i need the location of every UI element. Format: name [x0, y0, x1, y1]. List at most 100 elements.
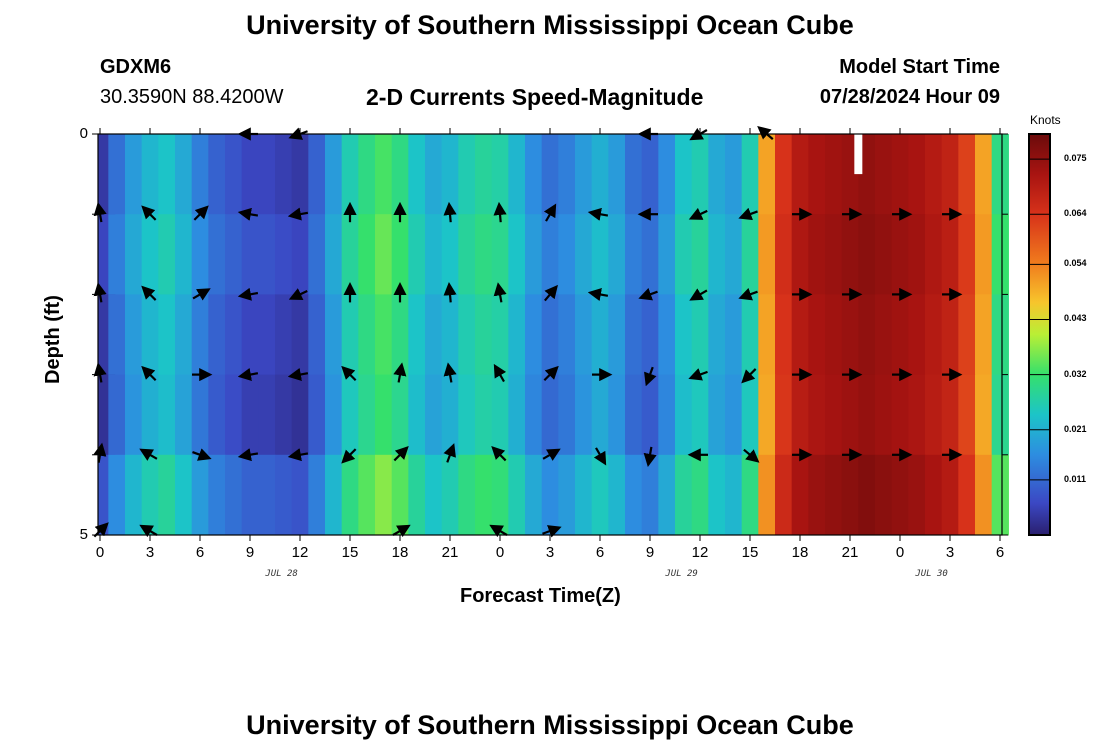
heatmap-cell — [625, 294, 643, 376]
heatmap-cell — [775, 294, 793, 376]
x-tick-label: 15 — [741, 544, 759, 561]
heatmap-cell — [875, 294, 893, 376]
heatmap-cell — [641, 374, 659, 456]
heatmap-cell — [558, 134, 576, 215]
x-tick-label: 9 — [245, 544, 255, 561]
heatmap-cell — [291, 294, 309, 376]
current-arrow — [93, 442, 107, 463]
heatmap-cell — [358, 454, 376, 536]
heatmap-cell — [591, 294, 609, 376]
heatmap-cell — [791, 374, 809, 456]
current-arrow — [543, 203, 557, 222]
heatmap-cell — [908, 294, 926, 376]
heatmap-cell — [541, 214, 559, 295]
current-arrow — [443, 362, 457, 383]
heatmap-cell — [475, 294, 493, 376]
heatmap-cell — [408, 374, 426, 456]
heatmap-cell — [675, 134, 693, 215]
current-arrow — [544, 284, 558, 302]
heatmap-cell — [291, 134, 309, 215]
heatmap-cell — [325, 454, 343, 536]
current-arrow — [738, 287, 758, 301]
current-arrow — [542, 448, 561, 461]
heatmap-cell — [325, 134, 343, 215]
heatmap-cell — [358, 374, 376, 456]
heatmap-cell — [108, 214, 126, 295]
current-arrow — [638, 287, 658, 301]
heatmap-cell — [358, 294, 376, 376]
heatmap-cell — [891, 374, 909, 456]
heatmap-cell — [208, 214, 226, 295]
heatmap-cell — [108, 374, 126, 456]
current-arrow — [141, 365, 157, 382]
heatmap-cell — [425, 454, 443, 536]
heatmap-cell — [341, 454, 359, 536]
heatmap-cell — [741, 134, 759, 215]
current-arrow — [193, 205, 209, 221]
heatmap-cell — [625, 214, 643, 295]
heatmap-cell — [258, 454, 276, 536]
current-arrow — [192, 288, 211, 301]
current-arrow — [287, 448, 309, 462]
current-arrow — [741, 368, 757, 384]
heatmap-cell — [491, 374, 509, 456]
heatmap-cell — [891, 134, 909, 215]
heatmap-cell — [541, 374, 559, 456]
heatmap-cell — [125, 374, 143, 456]
heatmap-cell — [408, 134, 426, 215]
heatmap-cell — [408, 294, 426, 376]
heatmap-cell — [575, 214, 593, 295]
heatmap-cell — [141, 374, 159, 456]
heatmap-cell — [458, 454, 476, 536]
x-tick-label: 6 — [195, 544, 205, 561]
current-arrow — [644, 366, 657, 387]
heatmap-cell — [208, 294, 226, 376]
current-arrow — [489, 524, 508, 538]
heatmap-cell — [958, 454, 976, 536]
heatmap-cell — [925, 214, 943, 295]
current-arrow — [443, 282, 457, 303]
y-tick-label: 5 — [79, 526, 88, 543]
heatmap-cell — [291, 214, 309, 295]
x-tick-label: 18 — [791, 544, 809, 561]
heatmap-cell — [208, 374, 226, 456]
heatmap-cell — [658, 294, 676, 376]
current-arrow — [192, 448, 212, 461]
heatmap-cell — [908, 214, 926, 295]
heatmap-cell — [275, 214, 293, 295]
heatmap-cell — [641, 134, 659, 215]
current-arrow — [393, 362, 407, 383]
heatmap-cell — [625, 374, 643, 456]
heatmap-cell — [775, 374, 793, 456]
heatmap-cell — [458, 294, 476, 376]
current-arrow — [393, 446, 409, 462]
current-arrow — [141, 205, 157, 221]
heatmap-cell — [808, 374, 826, 456]
heatmap-cell — [725, 374, 743, 456]
heatmap-cell — [458, 214, 476, 295]
heatmap-cell — [675, 374, 693, 456]
heatmap-cell — [391, 374, 409, 456]
heatmap-cell — [708, 374, 726, 456]
station-coordinates: 30.3590N 88.4200W — [100, 86, 284, 108]
heatmap-cell — [441, 214, 459, 295]
heatmap-cell — [441, 134, 459, 215]
heatmap-cell — [758, 294, 776, 376]
heatmap-cell — [675, 454, 693, 536]
colorbar-tick-label: 0.075 — [1064, 153, 1087, 164]
model-start-label: Model Start Time — [839, 56, 1000, 78]
colorbar-tick-label: 0.064 — [1064, 208, 1087, 219]
heatmap-cell — [391, 134, 409, 215]
heatmap-cell — [275, 374, 293, 456]
heatmap-cell — [758, 134, 776, 215]
heatmap-cell — [908, 374, 926, 456]
heatmap-cell — [725, 454, 743, 536]
heatmap-cell — [725, 214, 743, 295]
heatmap-cell — [975, 374, 993, 456]
current-arrow — [643, 446, 657, 468]
heatmap-cell — [591, 214, 609, 295]
heatmap-cell — [108, 454, 126, 536]
heatmap-cell — [325, 374, 343, 456]
heatmap-cell — [958, 294, 976, 376]
heatmap-cell — [925, 374, 943, 456]
